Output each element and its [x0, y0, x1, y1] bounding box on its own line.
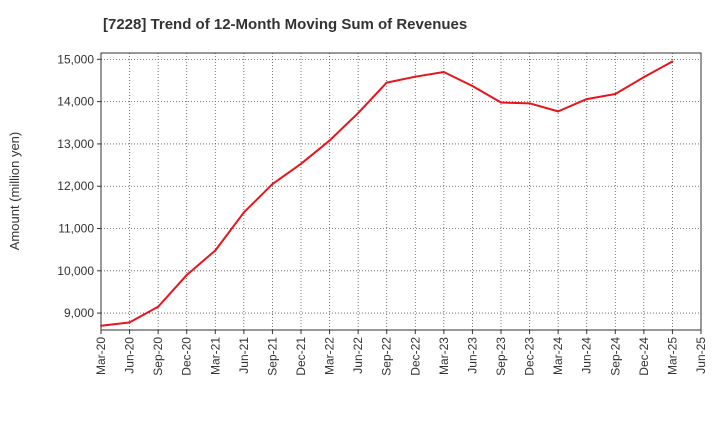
- data-point: [185, 274, 188, 277]
- data-point: [271, 183, 274, 186]
- data-point: [414, 75, 417, 78]
- x-tick-label: Sep-20: [151, 337, 165, 376]
- plot-frame: [100, 52, 702, 331]
- data-point: [671, 60, 674, 63]
- data-point: [557, 110, 560, 113]
- data-point: [500, 101, 502, 104]
- y-tick-label: 11,000: [58, 222, 94, 236]
- data-point: [385, 81, 388, 84]
- x-tick-label: Mar-21: [208, 337, 222, 375]
- x-tick-label: Jun-24: [580, 337, 594, 374]
- data-point: [157, 305, 160, 308]
- x-tick-label: Jun-21: [237, 337, 251, 374]
- x-tick-label: Sep-24: [608, 337, 622, 376]
- x-tick-label: Mar-23: [437, 337, 451, 375]
- x-tick-label: Jun-22: [351, 337, 365, 374]
- y-tick-label: 15,000: [57, 52, 94, 66]
- x-tick-label: Dec-20: [180, 337, 194, 376]
- data-point: [357, 112, 360, 115]
- data-point: [242, 211, 245, 214]
- y-tick-labels: 9,000 10,000 11,000 12,000 13,000 14,000 15,00…: [57, 52, 94, 320]
- data-point: [328, 139, 331, 142]
- x-tick-label: Sep-21: [265, 337, 279, 376]
- y-tick-label: 9,000: [64, 306, 94, 320]
- x-tick-label: Mar-22: [323, 337, 337, 375]
- data-point: [128, 321, 131, 324]
- data-point: [642, 76, 645, 79]
- data-point: [300, 162, 302, 165]
- data-point: [528, 102, 531, 105]
- data-point: [100, 324, 102, 327]
- y-tick-label: 12,000: [57, 179, 94, 193]
- x-tick-label: Mar-25: [665, 337, 679, 375]
- data-point: [585, 98, 588, 101]
- grid-lines: [100, 53, 702, 330]
- y-tick-label: 10,000: [57, 264, 94, 278]
- x-tick-label: Dec-21: [294, 337, 308, 376]
- data-point: [471, 84, 474, 87]
- y-axis-label: Amount (million yen): [7, 132, 22, 251]
- x-tick-label: Sep-23: [494, 337, 508, 376]
- axes: [97, 52, 702, 334]
- x-tick-label: Jun-20: [123, 337, 137, 374]
- data-point: [614, 93, 617, 96]
- x-tick-label: Dec-22: [408, 337, 422, 376]
- y-tick-label: 13,000: [57, 137, 94, 151]
- x-tick-label: Dec-24: [637, 337, 651, 376]
- x-tick-label: Jun-25: [694, 337, 708, 374]
- x-tick-label: Dec-23: [523, 337, 537, 376]
- series-layer: [100, 60, 674, 327]
- x-tick-label: Jun-23: [465, 337, 479, 374]
- data-point: [214, 249, 217, 252]
- x-tick-label: Mar-24: [551, 337, 565, 375]
- y-tick-label: 14,000: [57, 95, 94, 109]
- data-point: [442, 71, 445, 74]
- x-tick-label: Mar-20: [94, 337, 108, 375]
- x-tick-labels: Mar-20 Jun-20 Sep-20 Dec-20 Mar-21 Jun-21 Sep-…: [94, 337, 708, 376]
- chart-title: [7228] Trend of 12-Month Moving Sum of R…: [103, 16, 468, 33]
- x-tick-label: Sep-22: [380, 337, 394, 376]
